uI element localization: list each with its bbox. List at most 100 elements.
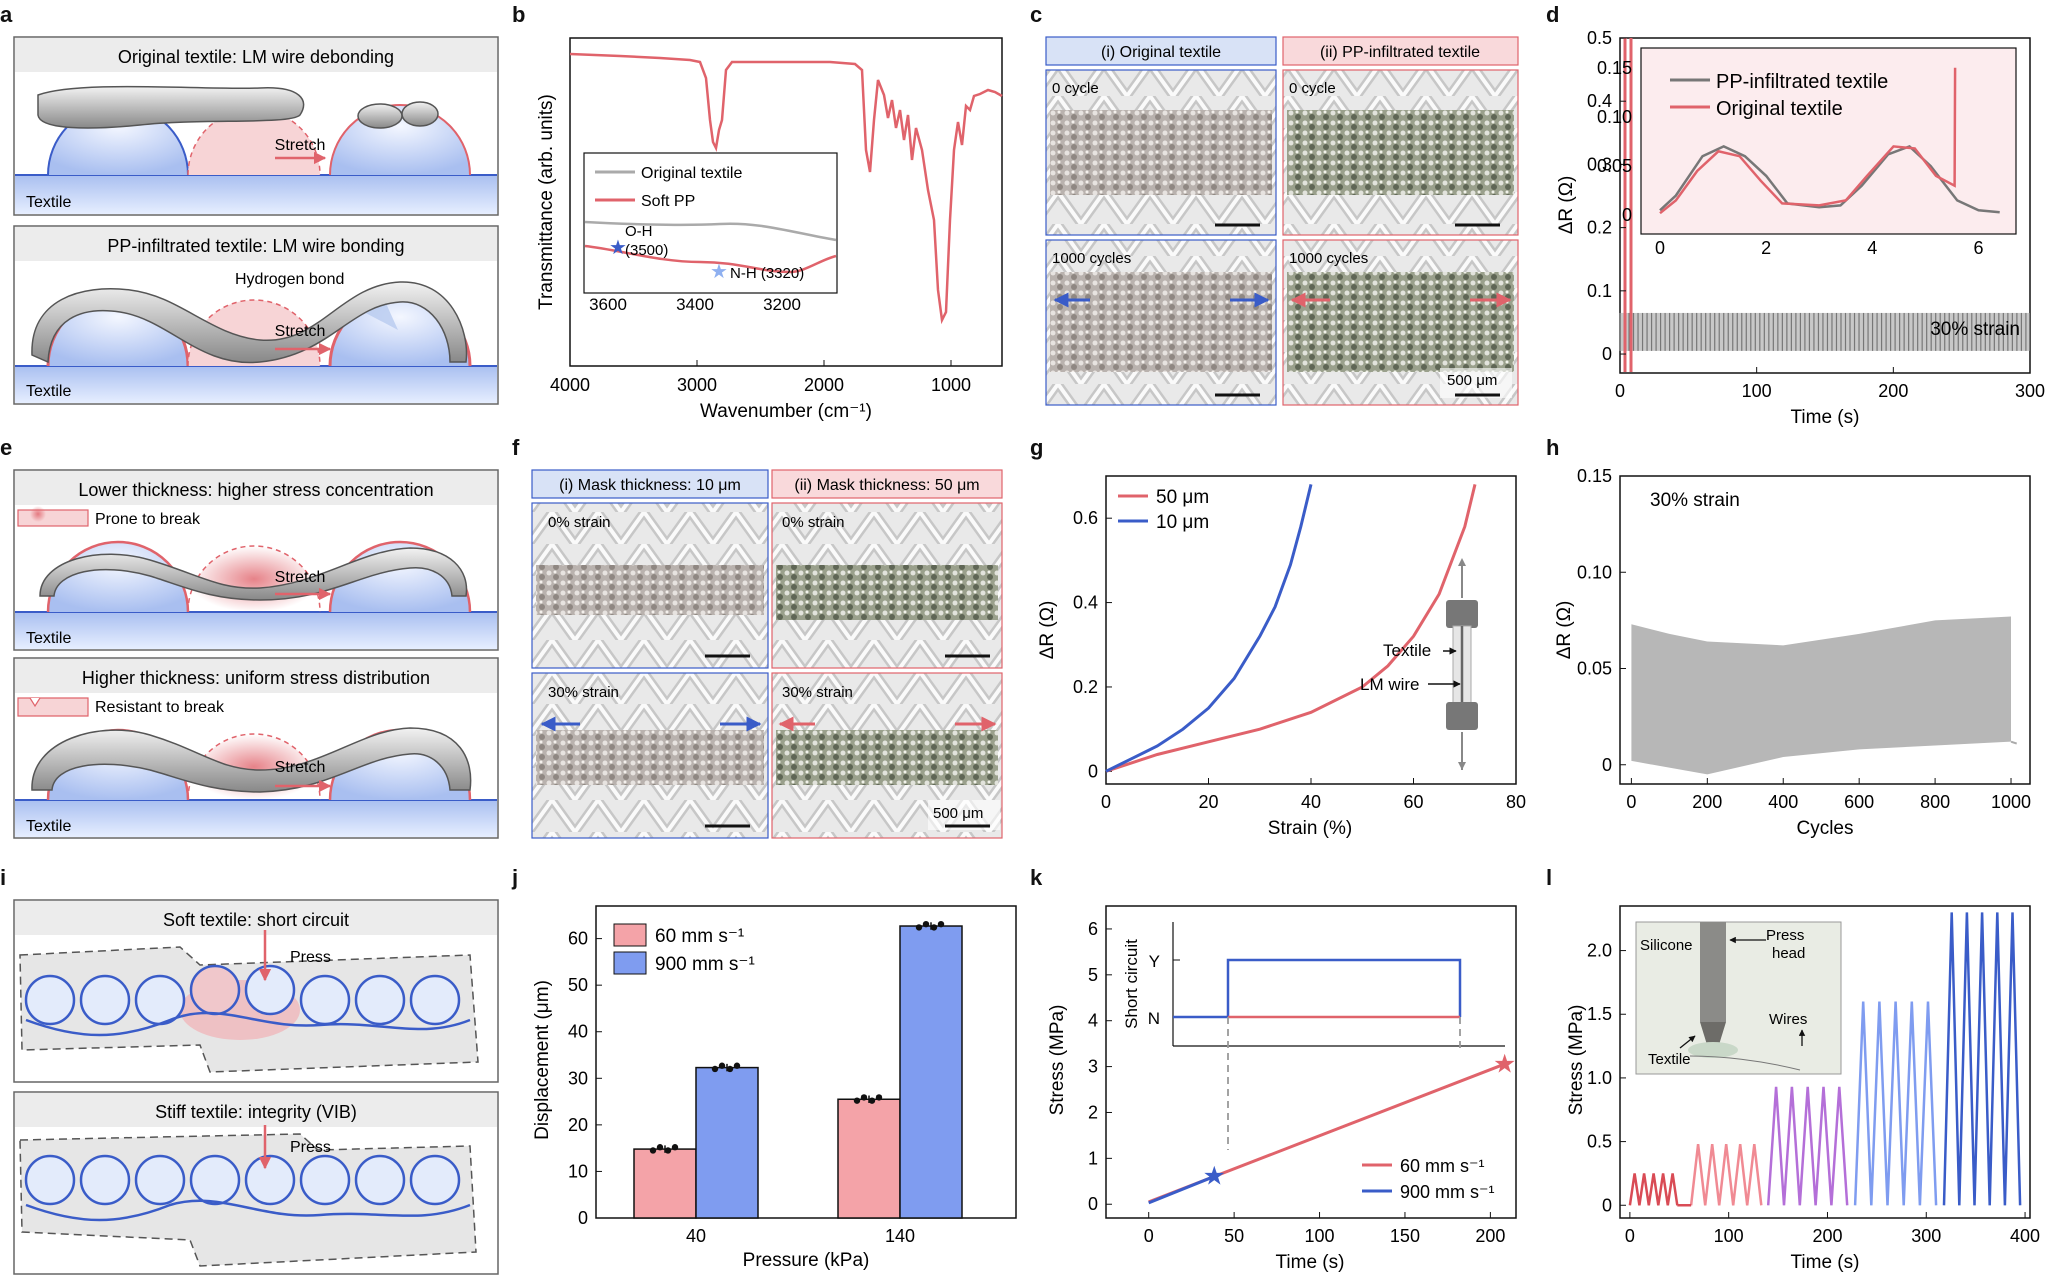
panel-l-axes <box>1619 905 2031 1219</box>
panel-g-xlabel: Strain (%) <box>1268 818 1352 839</box>
panel-d-ytick-1: 0.1 <box>1587 281 1612 301</box>
panel-g-textile-label: Textile <box>1383 641 1431 660</box>
panel-f-img-50-30: 30% strain 500 μm <box>771 672 1003 839</box>
panel-e-bottom-note: Resistant to break <box>95 699 225 716</box>
panel-g-lmwire-label: LM wire <box>1360 675 1420 694</box>
panel-d-ytick-2: 0.2 <box>1587 218 1612 238</box>
panel-h-xlabel: Cycles <box>1796 818 1853 839</box>
panel-b-xtick-1: 3000 <box>677 375 717 395</box>
panel-letter-j: j <box>511 865 518 890</box>
panel-b-xlabel: Wavenumber (cm⁻¹) <box>700 401 872 422</box>
panel-d-inset-orig-line <box>1659 67 1957 215</box>
panel-g-series <box>1105 484 1477 773</box>
panel-letter-e: e <box>0 435 12 460</box>
panel-j-ytick-5: 50 <box>568 975 588 995</box>
panel-g-specimen: Textile LM wire <box>1360 558 1478 770</box>
panel-h-ytick-3: 0.15 <box>1577 466 1612 486</box>
panel-d-inset-ytick-3: 0.15 <box>1597 58 1632 78</box>
panel-l: 0 100 200 300 400 0 0.5 1.0 1.5 2.0 Silicone Pres… <box>1566 905 2040 1273</box>
panel-b-inset-xtick-1: 3400 <box>676 295 714 314</box>
panel-k-xlabel: Time (s) <box>1276 1252 1345 1273</box>
panel-j-ytick-6: 60 <box>568 929 588 949</box>
panel-letter-a: a <box>0 2 13 27</box>
panel-g-xtick-0: 0 <box>1101 792 1111 812</box>
panel-h-ylabel: ΔR (Ω) <box>1554 601 1575 660</box>
panel-h-xtick-5: 1000 <box>1991 792 2031 812</box>
panel-j-bars <box>633 920 963 1219</box>
panel-b-axes <box>569 37 1003 367</box>
panel-j-dot <box>930 924 938 931</box>
panel-l-group-4 <box>1942 912 2022 1206</box>
panel-l-xlabel: Time (s) <box>1791 1252 1860 1273</box>
panel-d-signal-band <box>1619 312 2030 351</box>
panel-d-legend-orig: Original textile <box>1716 98 1843 120</box>
panel-d-note: 30% strain <box>1930 319 2020 340</box>
panel-a-top-stretch: Stretch <box>275 137 326 154</box>
panel-e: Lower thickness: higher stress concentra… <box>13 469 499 839</box>
panel-b-nh-star: ★ <box>710 261 728 283</box>
panel-e-bottom: Higher thickness: uniform stress distrib… <box>13 657 499 839</box>
panel-h-xtick-3: 600 <box>1844 792 1874 812</box>
panel-l-xtick-1: 100 <box>1714 1226 1744 1246</box>
panel-g-ytick-2: 0.4 <box>1073 593 1098 613</box>
panel-a-top-title: Original textile: LM wire debonding <box>118 47 394 67</box>
panel-g-ylabel: ΔR (Ω) <box>1037 601 1058 660</box>
panel-j-bar-1-1 <box>899 925 963 1219</box>
panel-d-inset-ytick-0: 0 <box>1622 205 1632 225</box>
panel-a-hydrogen-label: Hydrogen bond <box>235 271 344 288</box>
panel-f-scale-label: 500 μm <box>933 805 983 822</box>
panel-b: 4000 3000 2000 1000 Wavenumber (cm⁻¹) Tr… <box>536 37 1003 422</box>
panel-l-ytick-0: 0 <box>1602 1195 1612 1215</box>
panel-l-head: head <box>1772 945 1805 962</box>
panel-d-xtick-1: 100 <box>1742 381 1772 401</box>
panel-l-xtick-2: 200 <box>1812 1226 1842 1246</box>
panel-k-series: ★★ <box>1148 1048 1516 1205</box>
panel-l-press: Press <box>1766 927 1804 944</box>
panel-j-dot <box>718 1062 726 1069</box>
panel-d-ylabel: ΔR (Ω) <box>1556 176 1577 235</box>
panel-l-xtick-0: 0 <box>1625 1226 1635 1246</box>
panel-a-top-textile: Textile <box>26 194 71 211</box>
panel-h-ytick-2: 0.10 <box>1577 562 1612 582</box>
panel-h: 0 200 400 600 800 1000 0 0.05 0.10 0.15 30% strai… <box>1554 466 2031 839</box>
panel-e-top-textile: Textile <box>26 630 71 647</box>
panel-f-col2-title: (ii) Mask thickness: 50 μm <box>794 477 979 494</box>
panel-j-bar-1-0 <box>837 1098 901 1219</box>
panel-d-xtick-3: 300 <box>2015 381 2045 401</box>
panel-d-inset-xtick-2: 4 <box>1867 238 1877 258</box>
panel-k-xtick-3: 150 <box>1390 1226 1420 1246</box>
panel-g-xtick-4: 80 <box>1506 792 1526 812</box>
panel-k-star-blue: ★ <box>1203 1161 1226 1191</box>
panel-b-ylabel: Transmittance (arb. units) <box>536 94 557 310</box>
panel-j-dot <box>875 1094 883 1101</box>
panel-j-ytick-2: 20 <box>568 1115 588 1135</box>
panel-j-dot <box>664 1147 672 1154</box>
panel-l-silicone: Silicone <box>1640 937 1693 954</box>
panel-j-dot <box>649 1147 657 1154</box>
panel-j-ytick-3: 30 <box>568 1068 588 1088</box>
panel-k-ytick-4: 4 <box>1088 1011 1098 1031</box>
panel-k-xtick-2: 100 <box>1305 1226 1335 1246</box>
panel-d-xtick-0: 0 <box>1615 381 1625 401</box>
panel-g-xtick-3: 60 <box>1403 792 1423 812</box>
panel-k-xtick-0: 0 <box>1144 1226 1154 1246</box>
panel-l-ytick-2: 1.0 <box>1587 1068 1612 1088</box>
panel-l-series <box>1628 912 2022 1207</box>
panel-c-img-orig-1000: 1000 cycles <box>1045 239 1277 406</box>
panel-g-legend-50: 50 μm <box>1156 487 1209 508</box>
panel-j-dot <box>726 1065 734 1073</box>
panel-b-nh-label: N-H (3320) <box>730 265 804 282</box>
panel-h-xtick-1: 200 <box>1692 792 1722 812</box>
panel-l-group-0 <box>1628 1173 1679 1206</box>
panel-d-ytick-4: 0.4 <box>1587 91 1612 111</box>
panel-b-legend-original: Original textile <box>641 165 742 182</box>
panel-g-ytick-1: 0.2 <box>1073 677 1098 697</box>
panel-letter-c: c <box>1030 2 1042 27</box>
panel-c-label-1000b: 1000 cycles <box>1289 250 1368 267</box>
panel-j-legend-900: 900 mm s⁻¹ <box>655 954 755 975</box>
panel-c-label-1000a: 1000 cycles <box>1052 250 1131 267</box>
panel-d-inset-xtick-1: 2 <box>1761 238 1771 258</box>
